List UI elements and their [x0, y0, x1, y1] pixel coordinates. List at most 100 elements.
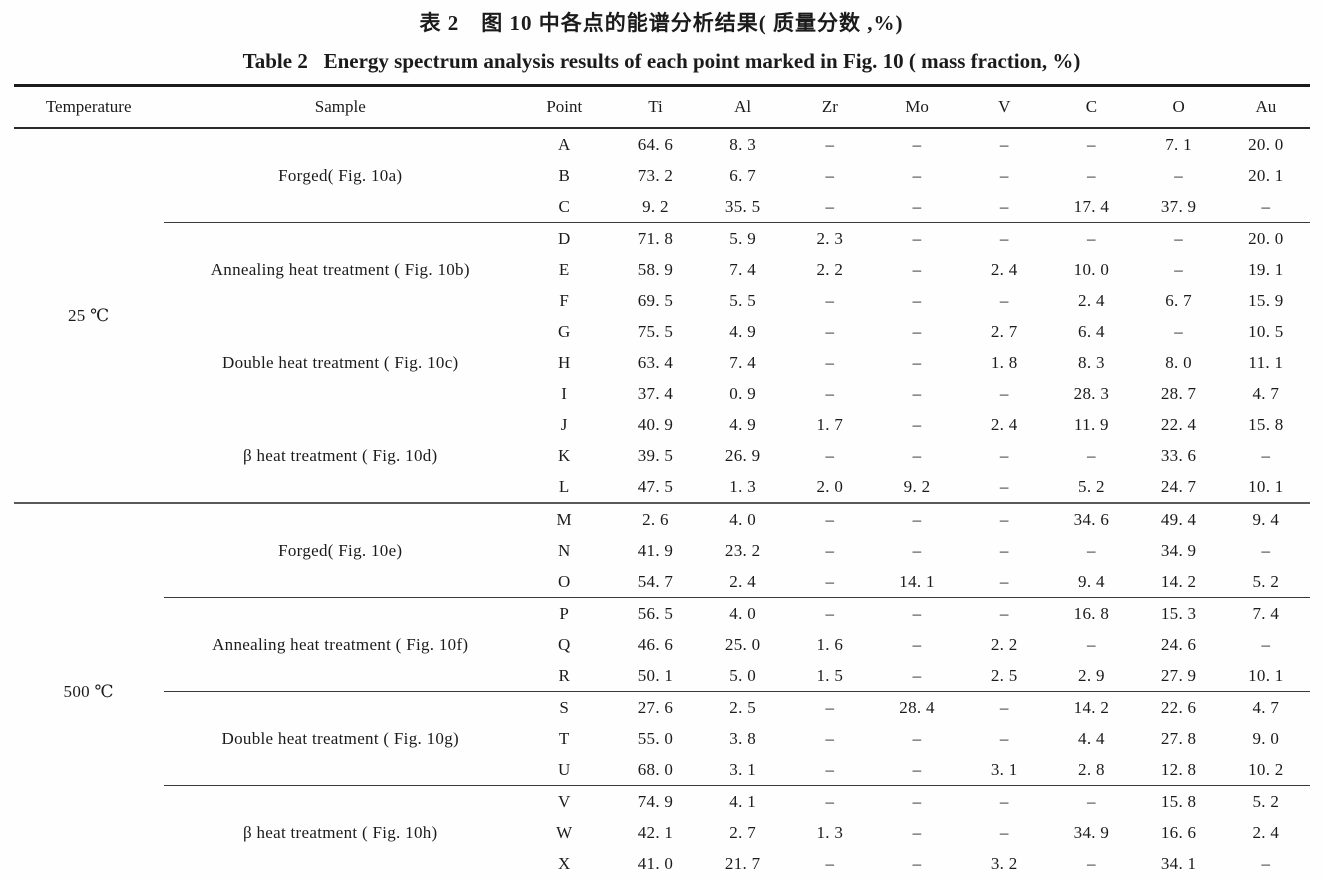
sample-cell: Annealing heat treatment ( Fig. 10f)	[163, 597, 517, 692]
value-cell-ti: 27. 6	[611, 691, 700, 723]
value-cell-o: 16. 6	[1160, 822, 1197, 842]
value-cell-c: 4. 4	[1078, 728, 1105, 748]
value-cell-c: 34. 6	[1047, 502, 1135, 535]
table-row: I 37. 4 0. 9 – – – 28. 3 28. 7 4. 7	[14, 378, 1310, 409]
value-cell-mo: –	[912, 728, 922, 748]
value-cell-al: 23. 2	[724, 540, 761, 560]
value-cell-ti: 39. 5	[637, 445, 674, 465]
value-cell-c: 2. 9	[1078, 665, 1105, 685]
value-cell-au: 9. 4	[1222, 502, 1310, 535]
sample-cell: Double heat treatment ( Fig. 10c)	[222, 352, 459, 372]
value-cell-v: –	[999, 728, 1009, 748]
value-cell-zr: –	[825, 571, 835, 591]
value-cell-v: 1. 8	[990, 352, 1018, 372]
value-cell-al: 3. 8	[729, 728, 756, 748]
value-cell-al: 2. 5	[699, 691, 787, 723]
point-cell: D	[516, 222, 612, 254]
point-cell: Q	[557, 634, 571, 654]
value-cell-ti: 63. 4	[637, 352, 674, 372]
value-cell-au: 5. 2	[1252, 571, 1280, 591]
table-row: F 69. 5 5. 5 – – – 2. 4 6. 7 15. 9	[14, 285, 1310, 316]
value-cell-zr: –	[825, 540, 835, 560]
value-cell-o: 12. 8	[1160, 759, 1197, 779]
point-cell: B	[558, 165, 571, 185]
value-cell-ti: 74. 9	[611, 785, 700, 817]
point-cell: L	[558, 476, 570, 496]
value-cell-c: 10. 0	[1073, 259, 1110, 279]
value-cell-o: 49. 4	[1135, 502, 1223, 535]
value-cell-au: 2. 4	[1252, 822, 1280, 842]
value-cell-ti: 42. 1	[637, 822, 674, 842]
value-cell-v: –	[999, 445, 1009, 465]
table-title-chinese: 表 2 图 10 中各点的能谱分析结果( 质量分数 ,%)	[419, 11, 904, 35]
value-cell-zr: 1. 5	[816, 665, 844, 685]
temperature-cell: 25 ℃	[67, 305, 110, 325]
value-cell-o: 34. 9	[1160, 540, 1197, 560]
point-cell: K	[557, 445, 571, 465]
value-cell-ti: 41. 0	[637, 853, 674, 873]
sample-cell: Annealing heat treatment ( Fig. 10b)	[163, 222, 517, 316]
value-cell-al: 1. 3	[729, 476, 756, 496]
value-cell-mo: –	[873, 597, 961, 629]
value-cell-c: 9. 4	[1078, 571, 1105, 591]
header-cell-mo: Mo	[873, 85, 961, 129]
header-cell-au: Au	[1222, 85, 1310, 129]
energy-spectrum-table: Temperature Sample Point Ti Al Zr Mo V C O Au 25 ℃…	[13, 84, 1310, 879]
value-cell-al: 6. 7	[729, 165, 756, 185]
table-row: Double heat treatment ( Fig. 10c) G 75. 5 4…	[14, 316, 1310, 372]
value-cell-al: 0. 9	[729, 383, 756, 403]
point-cell: X	[557, 853, 571, 873]
table-row: β heat treatment ( Fig. 10h) V 74. 9 4. 1– –…	[14, 785, 1310, 879]
value-cell-au: –	[1261, 540, 1271, 560]
value-cell-mo: –	[912, 822, 922, 842]
value-cell-mo: 14. 1	[899, 571, 935, 591]
value-cell-al: 7. 4	[729, 352, 756, 372]
table-row: Annealing heat treatment ( Fig. 10b) D 71.…	[14, 222, 1310, 316]
value-cell-zr: –	[825, 290, 835, 310]
value-cell-o: 22. 6	[1135, 691, 1223, 723]
value-cell-o: 14. 2	[1160, 571, 1197, 591]
value-cell-mo: –	[912, 134, 922, 154]
value-cell-mo: –	[912, 445, 922, 465]
value-cell-al: 4. 1	[699, 785, 787, 817]
value-cell-c: 16. 8	[1047, 597, 1135, 629]
value-cell-c: –	[1087, 540, 1096, 560]
value-cell-au: 4. 7	[1222, 691, 1310, 723]
value-cell-ti: 54. 7	[637, 571, 674, 591]
value-cell-v: –	[999, 540, 1009, 560]
value-cell-v: –	[960, 785, 1048, 817]
value-cell-zr: –	[825, 352, 835, 372]
value-cell-zr: –	[786, 785, 874, 817]
value-cell-v: –	[999, 476, 1009, 496]
header-cell-temperature: Temperature	[13, 85, 164, 129]
value-cell-o: 15. 8	[1135, 785, 1223, 817]
header-cell-v: V	[960, 85, 1048, 129]
value-cell-v: –	[960, 597, 1048, 629]
point-cell: A	[557, 134, 571, 154]
value-cell-au: –	[1261, 634, 1271, 654]
value-cell-ti: 50. 1	[637, 665, 674, 685]
value-cell-al: 7. 4	[729, 259, 756, 279]
value-cell-c: –	[1087, 853, 1096, 873]
value-cell-v: 3. 1	[990, 759, 1018, 779]
table-row: K 39. 5 26. 9 – – – – 33. 6 –	[14, 440, 1310, 471]
value-cell-v: 2. 2	[990, 634, 1018, 654]
value-cell-c: 34. 9	[1073, 822, 1110, 842]
value-cell-au: 11. 1	[1248, 352, 1284, 372]
value-cell-al: 2. 7	[729, 822, 756, 842]
value-cell-v: –	[999, 134, 1009, 154]
table-title-english: Table 2 Energy spectrum analysis results…	[242, 49, 1081, 73]
value-cell-v: 3. 2	[990, 853, 1018, 873]
value-cell-ti: 64. 6	[637, 134, 674, 154]
value-cell-ti: 2. 6	[611, 502, 700, 535]
value-cell-v: –	[999, 383, 1009, 403]
value-cell-au: –	[1261, 853, 1271, 873]
value-cell-au: 15. 8	[1248, 414, 1284, 434]
value-cell-al: 4. 9	[729, 321, 756, 341]
value-cell-zr: –	[825, 383, 835, 403]
value-cell-al: 25. 0	[724, 634, 761, 654]
value-cell-au: 10. 1	[1248, 476, 1284, 496]
